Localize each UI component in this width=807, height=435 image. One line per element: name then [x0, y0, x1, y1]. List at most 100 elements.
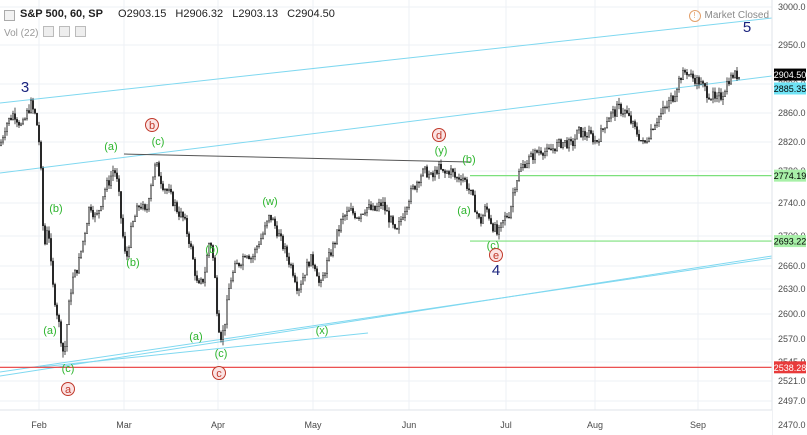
y-tick-label: 2570.0 — [778, 334, 806, 344]
symbol-title[interactable]: S&P 500, 60, SP — [20, 8, 103, 20]
candle-body — [582, 131, 584, 138]
wave-labels: 3 (b) (a) (c) a (a) (b) b (c) (a) (b) (c) c (w) (x) d (y… — [21, 19, 751, 396]
candle-body — [82, 240, 84, 252]
candle-body — [272, 218, 274, 221]
wave-circle — [489, 248, 503, 262]
candle-body — [564, 140, 566, 143]
candle-body — [686, 72, 688, 76]
candle-body — [170, 188, 172, 193]
candle-body — [10, 117, 12, 121]
candle-body — [36, 113, 38, 126]
candle-body — [690, 73, 692, 75]
candle-body — [658, 116, 660, 123]
candle-body — [516, 180, 518, 190]
candle-body — [608, 117, 610, 122]
candle-body — [542, 153, 544, 156]
candle-body — [620, 103, 622, 114]
candle-body — [566, 140, 568, 149]
channel-line — [39, 332, 369, 368]
candle-body — [514, 189, 516, 194]
settings-icon[interactable] — [59, 26, 71, 37]
candle-body — [568, 139, 570, 149]
candle-body — [702, 81, 704, 84]
candle-body — [234, 263, 236, 273]
candle-body — [574, 138, 576, 146]
ohlc-readout: O2903.15 H2906.32 L2903.13 C2904.50 — [118, 8, 335, 20]
candle-body — [470, 189, 472, 192]
candle-body — [30, 100, 32, 113]
candle-body — [238, 262, 240, 267]
candle-body — [536, 150, 538, 153]
candle-body — [392, 216, 394, 225]
candle-body — [706, 86, 708, 99]
candle-body — [154, 164, 156, 178]
candle-body — [96, 213, 98, 215]
candle-body — [588, 130, 590, 138]
wave-label: (a) — [104, 141, 117, 153]
candle-body — [506, 215, 508, 218]
candle-body — [554, 148, 556, 152]
close-icon[interactable] — [74, 26, 86, 37]
y-tick-label: 2521.0 — [778, 376, 806, 386]
candle-body — [534, 150, 536, 160]
candle-body — [630, 115, 632, 124]
candle-body — [602, 128, 604, 130]
candle-body — [592, 133, 594, 143]
clock-icon: ! — [688, 10, 701, 22]
candle-body — [210, 243, 212, 246]
candle-body — [726, 81, 728, 92]
candle-body — [248, 255, 250, 260]
volume-legend: Vol (22) — [4, 26, 86, 39]
wave-label: (a) — [43, 325, 56, 337]
candle-body — [550, 148, 552, 151]
candle-body — [62, 342, 64, 352]
candle-body — [544, 151, 546, 156]
y-tick-label: 3000.0 — [778, 2, 806, 12]
candle-body — [312, 254, 314, 266]
candle-body — [498, 227, 500, 235]
volume-label: Vol (22) — [4, 28, 39, 39]
candle-body — [644, 140, 646, 143]
wave-label: (y) — [435, 145, 448, 157]
candle-body — [530, 153, 532, 158]
candle-body — [424, 166, 426, 170]
candle-body — [546, 147, 548, 152]
candle-body — [670, 95, 672, 101]
x-tick-label: May — [304, 420, 322, 430]
candle-body — [492, 223, 494, 232]
candle-body — [94, 213, 96, 218]
candle-body — [260, 238, 262, 245]
candle-body — [192, 246, 194, 260]
candle-body — [512, 192, 514, 208]
candle-body — [246, 255, 248, 258]
candle-body — [162, 183, 164, 191]
candle-body — [624, 110, 626, 114]
candle-body — [58, 314, 60, 322]
eye-icon[interactable] — [43, 26, 55, 37]
candle-body — [570, 139, 572, 142]
candle-body — [672, 95, 674, 102]
candle-body — [660, 113, 662, 117]
candle-body — [676, 89, 678, 97]
candle-body — [178, 211, 180, 217]
x-tick-label: Jul — [500, 420, 512, 430]
collapse-legend-button[interactable] — [4, 10, 15, 21]
candle-body — [468, 188, 470, 191]
candle-body — [150, 185, 152, 199]
candle-body — [288, 256, 290, 265]
candle-body — [440, 163, 442, 170]
candle-body — [258, 243, 260, 247]
candle-body — [596, 140, 598, 142]
candle-body — [354, 212, 356, 219]
candle-body — [484, 206, 486, 216]
candle-body — [382, 201, 384, 206]
wave-label: (b) — [126, 257, 139, 269]
candle-body — [226, 299, 228, 325]
wave-label: d — [436, 130, 442, 142]
candle-body — [110, 175, 112, 186]
candle-body — [356, 217, 358, 219]
candle-body — [590, 130, 592, 134]
candle-body — [426, 166, 428, 178]
candle-body — [696, 77, 698, 84]
